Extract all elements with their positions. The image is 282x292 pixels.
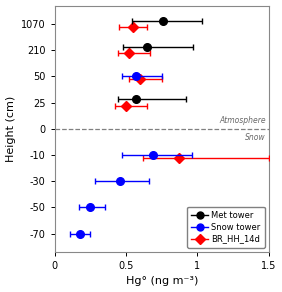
Text: Atmosphere: Atmosphere [219, 116, 266, 125]
Legend: Met tower, Snow tower, BR_HH_14d: Met tower, Snow tower, BR_HH_14d [187, 206, 265, 248]
X-axis label: Hg° (ng m⁻³): Hg° (ng m⁻³) [125, 277, 198, 286]
Y-axis label: Height (cm): Height (cm) [6, 95, 16, 162]
Text: Snow: Snow [245, 133, 266, 142]
